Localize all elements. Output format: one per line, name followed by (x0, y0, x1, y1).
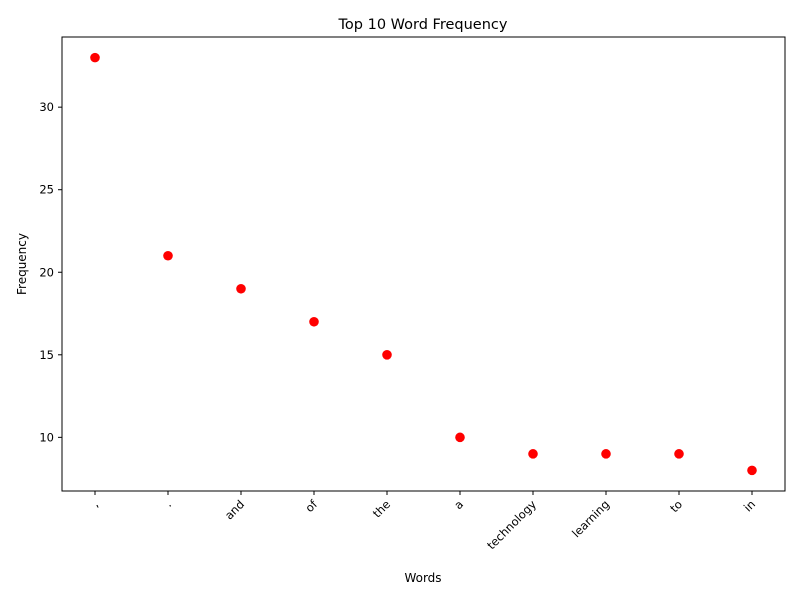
data-point (747, 465, 757, 476)
data-point (674, 449, 684, 459)
y-tick-label: 10 (39, 430, 54, 444)
x-tick-label: . (162, 497, 174, 509)
data-point (382, 350, 392, 360)
chart-title: Top 10 Word Frequency (338, 17, 508, 33)
x-axis: ,. and of the a technology learning to in (89, 491, 758, 552)
x-tick-label: learning (569, 497, 612, 540)
y-axis-label: Frequency (15, 233, 29, 295)
plot-frame (61, 36, 786, 492)
data-point (90, 52, 100, 63)
y-axis: 10 15 20 25 30 (39, 100, 62, 444)
data-point (455, 432, 465, 443)
x-tick-label: a (451, 497, 466, 512)
y-tick-label: 30 (39, 100, 54, 114)
data-point (528, 449, 538, 459)
x-axis-label: Words (404, 571, 441, 585)
x-tick-label: and (222, 497, 247, 522)
x-tick-label: of (302, 497, 320, 515)
data-points (90, 52, 757, 476)
x-tick-label: to (667, 497, 685, 515)
data-point (309, 316, 319, 327)
data-point (601, 449, 611, 459)
x-tick-label: in (741, 497, 758, 514)
x-tick-label: technology (484, 497, 539, 552)
x-tick-label: , (89, 497, 101, 509)
y-tick-label: 15 (39, 348, 54, 362)
x-tick-label: the (370, 497, 393, 520)
y-tick-label: 20 (39, 265, 54, 279)
data-point (163, 250, 173, 261)
data-point (236, 283, 246, 294)
y-tick-label: 25 (39, 183, 54, 197)
